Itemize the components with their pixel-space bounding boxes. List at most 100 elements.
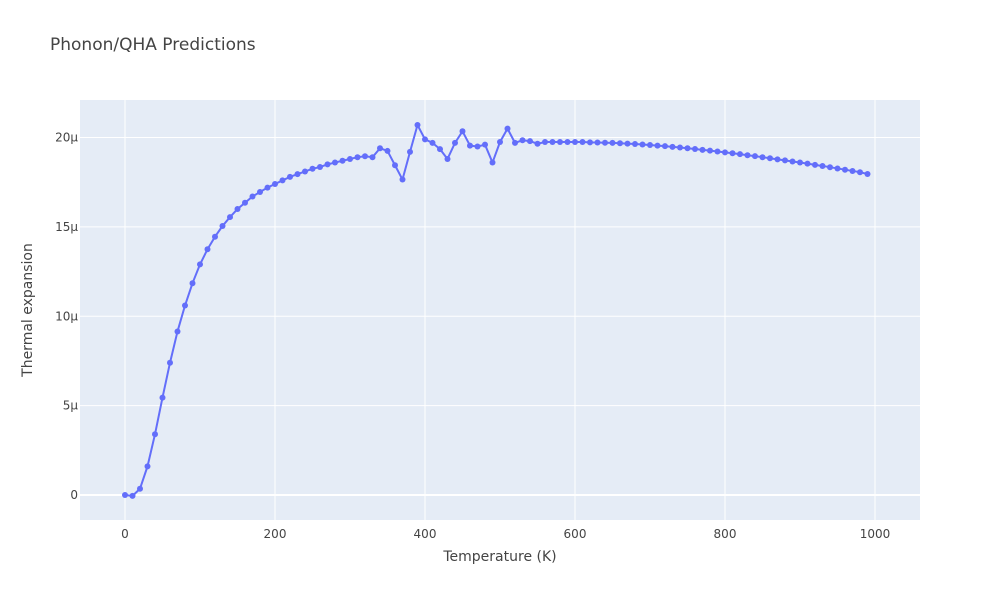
data-point[interactable] xyxy=(527,138,533,145)
data-point[interactable] xyxy=(602,139,608,146)
data-point[interactable] xyxy=(324,161,331,168)
data-point[interactable] xyxy=(564,139,571,145)
data-point[interactable] xyxy=(242,199,248,206)
data-point[interactable] xyxy=(249,193,256,200)
data-point[interactable] xyxy=(489,159,496,166)
data-point[interactable] xyxy=(647,142,653,149)
data-point[interactable] xyxy=(369,154,376,161)
data-point[interactable] xyxy=(189,280,196,287)
data-point[interactable] xyxy=(317,164,323,171)
data-point[interactable] xyxy=(122,491,128,498)
data-point[interactable] xyxy=(474,143,481,150)
data-point[interactable] xyxy=(377,145,383,152)
data-point[interactable] xyxy=(227,214,233,221)
data-point[interactable] xyxy=(542,139,548,145)
data-point[interactable] xyxy=(594,139,601,146)
data-point[interactable] xyxy=(287,173,293,180)
data-point[interactable] xyxy=(482,141,488,148)
data-point[interactable] xyxy=(587,139,593,146)
data-point[interactable] xyxy=(827,164,833,171)
data-point[interactable] xyxy=(219,223,226,229)
data-point[interactable] xyxy=(167,359,173,366)
data-point[interactable] xyxy=(362,153,368,160)
data-point[interactable] xyxy=(339,157,346,164)
data-point[interactable] xyxy=(849,167,856,174)
data-point[interactable] xyxy=(204,246,211,253)
data-point[interactable] xyxy=(272,181,278,187)
data-point[interactable] xyxy=(264,184,271,191)
data-point[interactable] xyxy=(309,165,316,172)
data-point[interactable] xyxy=(497,139,503,145)
data-point[interactable] xyxy=(632,140,638,147)
data-point[interactable] xyxy=(774,156,781,163)
data-point[interactable] xyxy=(752,153,758,160)
data-point[interactable] xyxy=(789,158,796,165)
data-point[interactable] xyxy=(699,146,706,153)
data-point[interactable] xyxy=(444,155,451,162)
data-point[interactable] xyxy=(549,139,556,145)
data-point[interactable] xyxy=(654,142,661,149)
data-point[interactable] xyxy=(144,463,151,470)
data-point[interactable] xyxy=(819,162,826,169)
data-point[interactable] xyxy=(639,141,646,148)
data-point[interactable] xyxy=(714,148,721,155)
data-point[interactable] xyxy=(294,171,301,178)
data-point[interactable] xyxy=(722,149,728,156)
data-point[interactable] xyxy=(182,302,188,309)
data-point[interactable] xyxy=(572,139,578,145)
data-point[interactable] xyxy=(257,189,263,196)
data-point[interactable] xyxy=(617,140,623,147)
data-point[interactable] xyxy=(767,155,773,162)
data-point[interactable] xyxy=(834,165,841,172)
data-point[interactable] xyxy=(797,159,803,166)
data-point[interactable] xyxy=(407,148,413,155)
data-point[interactable] xyxy=(302,168,308,175)
data-point[interactable] xyxy=(812,161,818,168)
data-point[interactable] xyxy=(737,151,743,158)
data-point[interactable] xyxy=(234,206,241,213)
data-point[interactable] xyxy=(504,125,511,132)
data-point[interactable] xyxy=(579,139,586,145)
data-point[interactable] xyxy=(437,146,443,153)
data-point[interactable] xyxy=(152,431,158,438)
data-point[interactable] xyxy=(512,139,518,146)
data-point[interactable] xyxy=(864,170,871,177)
data-point[interactable] xyxy=(392,162,398,169)
data-point[interactable] xyxy=(212,233,218,240)
data-point[interactable] xyxy=(692,145,698,152)
data-point[interactable] xyxy=(137,485,143,492)
data-point[interactable] xyxy=(129,492,136,499)
data-point[interactable] xyxy=(384,147,391,154)
data-point[interactable] xyxy=(609,139,616,146)
data-point[interactable] xyxy=(347,155,353,162)
data-point[interactable] xyxy=(624,140,631,147)
data-point[interactable] xyxy=(399,176,406,183)
data-point[interactable] xyxy=(414,122,421,129)
data-point[interactable] xyxy=(669,143,676,150)
data-point[interactable] xyxy=(662,143,668,150)
data-point[interactable] xyxy=(159,394,166,401)
data-point[interactable] xyxy=(197,261,203,268)
data-point[interactable] xyxy=(422,136,428,143)
data-point[interactable] xyxy=(519,137,526,144)
data-point[interactable] xyxy=(557,139,563,145)
data-point[interactable] xyxy=(467,142,473,149)
data-point[interactable] xyxy=(707,147,713,154)
data-point[interactable] xyxy=(842,166,848,173)
data-point[interactable] xyxy=(279,177,286,184)
data-point[interactable] xyxy=(759,154,766,161)
data-point[interactable] xyxy=(744,152,751,159)
data-point[interactable] xyxy=(174,328,181,335)
data-point[interactable] xyxy=(804,160,811,167)
data-point[interactable] xyxy=(354,154,361,161)
data-point[interactable] xyxy=(332,159,338,166)
data-point[interactable] xyxy=(729,150,736,157)
data-point[interactable] xyxy=(857,169,863,176)
data-point[interactable] xyxy=(684,145,691,152)
data-point[interactable] xyxy=(429,139,436,146)
data-point[interactable] xyxy=(459,128,466,135)
data-point[interactable] xyxy=(677,144,683,151)
data-point[interactable] xyxy=(782,157,788,164)
data-point[interactable] xyxy=(452,139,458,146)
data-point[interactable] xyxy=(534,140,541,147)
